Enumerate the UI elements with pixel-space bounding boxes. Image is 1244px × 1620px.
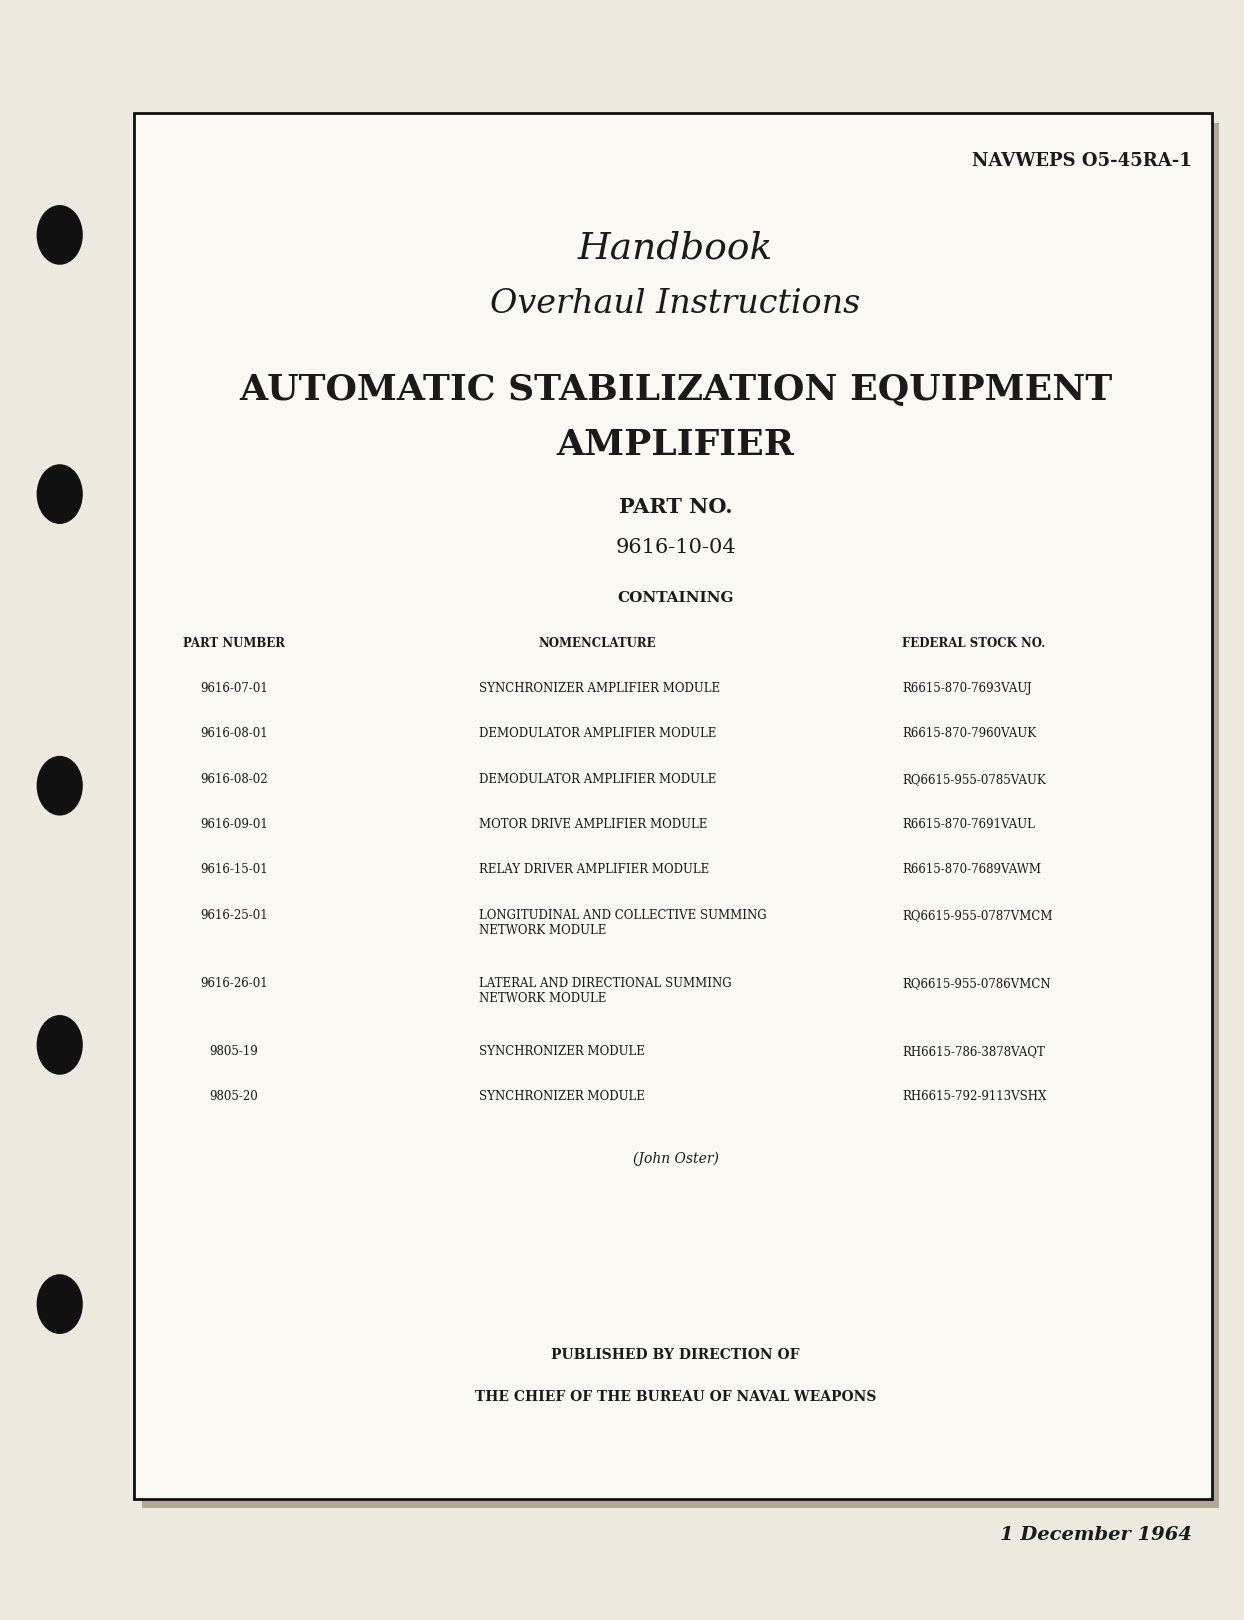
Text: NAVWEPS O5-45RA-1: NAVWEPS O5-45RA-1: [972, 152, 1192, 170]
Text: LONGITUDINAL AND COLLECTIVE SUMMING
NETWORK MODULE: LONGITUDINAL AND COLLECTIVE SUMMING NETW…: [479, 909, 766, 936]
Text: PART NO.: PART NO.: [618, 497, 733, 517]
Text: RQ6615-955-0786VMCN: RQ6615-955-0786VMCN: [902, 977, 1050, 990]
Text: 9616-09-01: 9616-09-01: [200, 818, 267, 831]
Text: RH6615-786-3878VAQT: RH6615-786-3878VAQT: [902, 1045, 1045, 1058]
Text: R6615-870-7693VAUJ: R6615-870-7693VAUJ: [902, 682, 1031, 695]
Text: R6615-870-7960VAUK: R6615-870-7960VAUK: [902, 727, 1036, 740]
Text: Overhaul Instructions: Overhaul Instructions: [490, 288, 861, 321]
Text: AUTOMATIC STABILIZATION EQUIPMENT: AUTOMATIC STABILIZATION EQUIPMENT: [239, 373, 1112, 407]
Text: RH6615-792-9113VSHX: RH6615-792-9113VSHX: [902, 1090, 1046, 1103]
Text: AMPLIFIER: AMPLIFIER: [556, 428, 795, 462]
Circle shape: [37, 206, 82, 264]
Text: 9616-07-01: 9616-07-01: [200, 682, 267, 695]
Text: R6615-870-7689VAWM: R6615-870-7689VAWM: [902, 863, 1041, 876]
Text: 9616-26-01: 9616-26-01: [200, 977, 267, 990]
Text: PUBLISHED BY DIRECTION OF: PUBLISHED BY DIRECTION OF: [551, 1348, 800, 1362]
Circle shape: [37, 1016, 82, 1074]
Text: RELAY DRIVER AMPLIFIER MODULE: RELAY DRIVER AMPLIFIER MODULE: [479, 863, 709, 876]
Bar: [142, 123, 1219, 1508]
Text: MOTOR DRIVE AMPLIFIER MODULE: MOTOR DRIVE AMPLIFIER MODULE: [479, 818, 708, 831]
Text: NOMENCLATURE: NOMENCLATURE: [539, 637, 656, 650]
Circle shape: [37, 1275, 82, 1333]
Bar: [134, 113, 1212, 1498]
Text: 9616-15-01: 9616-15-01: [200, 863, 267, 876]
Text: SYNCHRONIZER MODULE: SYNCHRONIZER MODULE: [479, 1045, 644, 1058]
Text: 9805-20: 9805-20: [209, 1090, 259, 1103]
Circle shape: [37, 465, 82, 523]
Circle shape: [37, 757, 82, 815]
Text: DEMODULATOR AMPLIFIER MODULE: DEMODULATOR AMPLIFIER MODULE: [479, 773, 717, 786]
Text: RQ6615-955-0787VMCM: RQ6615-955-0787VMCM: [902, 909, 1052, 922]
Text: THE CHIEF OF THE BUREAU OF NAVAL WEAPONS: THE CHIEF OF THE BUREAU OF NAVAL WEAPONS: [475, 1390, 876, 1405]
Text: R6615-870-7691VAUL: R6615-870-7691VAUL: [902, 818, 1035, 831]
Text: (John Oster): (John Oster): [632, 1152, 719, 1166]
Text: DEMODULATOR AMPLIFIER MODULE: DEMODULATOR AMPLIFIER MODULE: [479, 727, 717, 740]
Text: 9616-10-04: 9616-10-04: [616, 538, 735, 557]
Text: 1 December 1964: 1 December 1964: [1000, 1526, 1192, 1544]
Text: PART NUMBER: PART NUMBER: [183, 637, 285, 650]
Text: 9616-25-01: 9616-25-01: [200, 909, 267, 922]
Text: CONTAINING: CONTAINING: [617, 591, 734, 606]
Text: SYNCHRONIZER AMPLIFIER MODULE: SYNCHRONIZER AMPLIFIER MODULE: [479, 682, 720, 695]
Text: Handbook: Handbook: [578, 230, 773, 266]
Text: RQ6615-955-0785VAUK: RQ6615-955-0785VAUK: [902, 773, 1046, 786]
Text: 9616-08-02: 9616-08-02: [200, 773, 267, 786]
Text: SYNCHRONIZER MODULE: SYNCHRONIZER MODULE: [479, 1090, 644, 1103]
Text: FEDERAL STOCK NO.: FEDERAL STOCK NO.: [902, 637, 1045, 650]
Text: LATERAL AND DIRECTIONAL SUMMING
NETWORK MODULE: LATERAL AND DIRECTIONAL SUMMING NETWORK …: [479, 977, 731, 1004]
Text: 9805-19: 9805-19: [209, 1045, 259, 1058]
Text: 9616-08-01: 9616-08-01: [200, 727, 267, 740]
